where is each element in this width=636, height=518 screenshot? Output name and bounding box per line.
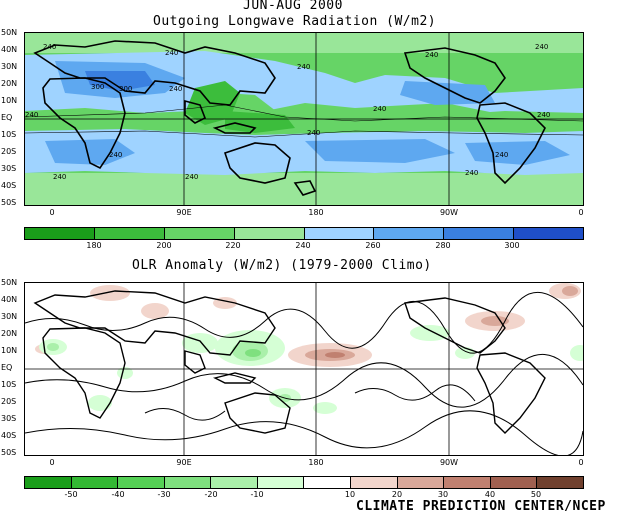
contour-label: 240 — [495, 151, 509, 159]
anomaly-colorbar-swatch — [256, 477, 304, 488]
lat-label: EQ — [1, 363, 13, 372]
olr-title: Outgoing Longwave Radiation (W/m2) — [153, 14, 437, 29]
anomaly-colorbar-tick: 30 — [437, 490, 449, 499]
anomaly-colorbar-tick: -20 — [204, 490, 218, 499]
lat-label: 50N — [1, 28, 18, 37]
contour-label: 240 — [109, 151, 123, 159]
lat-label: 30N — [1, 62, 18, 71]
lat-label: 40S — [1, 181, 17, 190]
anomaly-colorbar-swatch — [70, 477, 118, 488]
anomaly-map — [24, 282, 584, 456]
olr-colorbar-tick: 180 — [86, 241, 102, 250]
lat-label: 30N — [1, 312, 18, 321]
anomaly-colorbar-tick: -40 — [111, 490, 125, 499]
contour-label: 240 — [165, 49, 179, 57]
anomaly-title: OLR Anomaly (W/m2) (1979-2000 Climo) — [132, 258, 432, 273]
contour-label: 240 — [373, 105, 387, 113]
olr-colorbar-swatch — [25, 228, 94, 239]
lat-label: 20N — [1, 79, 18, 88]
lon-label: 0 — [49, 208, 55, 217]
contour-label: 300 — [91, 83, 105, 91]
contour-label: 240 — [53, 173, 67, 181]
anomaly-colorbar-swatch — [396, 477, 444, 488]
lat-label: 40N — [1, 45, 18, 54]
lon-label: 0 — [578, 458, 584, 467]
olr-colorbar-tick: 240 — [295, 241, 311, 250]
lat-label: 50N — [1, 278, 18, 287]
anomaly-colorbar-swatch — [117, 477, 164, 488]
olr-colorbar-swatch — [163, 228, 234, 239]
anomaly-colorbar-swatch — [163, 477, 211, 488]
olr-colorbar-swatch — [443, 228, 514, 239]
lat-label: 20N — [1, 329, 18, 338]
lon-label: 90W — [439, 208, 459, 217]
lon-label: 180 — [308, 208, 324, 217]
lat-label: 30S — [1, 164, 17, 173]
lat-label: EQ — [1, 113, 13, 122]
lat-label: 40N — [1, 295, 18, 304]
contour-label: 240 — [43, 43, 57, 51]
contour-label: 240 — [537, 111, 551, 119]
lon-label: 90W — [439, 458, 459, 467]
contour-label: 240 — [169, 85, 183, 93]
lon-label: 0 — [578, 208, 584, 217]
lon-label: 90E — [176, 458, 192, 467]
contour-label: 240 — [425, 51, 439, 59]
olr-colorbar-swatch — [373, 228, 444, 239]
lat-label: 40S — [1, 431, 17, 440]
anomaly-colorbar-tick: 50 — [530, 490, 542, 499]
anomaly-colorbar-swatch — [25, 477, 71, 488]
olr-colorbar-swatch — [303, 228, 374, 239]
olr-map-plot — [25, 33, 583, 205]
contour-label: 240 — [185, 173, 199, 181]
anomaly-colorbar-tick: -10 — [250, 490, 264, 499]
lat-label: 50S — [1, 448, 17, 457]
anomaly-colorbar-swatch — [443, 477, 490, 488]
lat-label: 50S — [1, 198, 17, 207]
olr-colorbar-tick: 300 — [504, 241, 520, 250]
lat-label: 30S — [1, 414, 17, 423]
credit-text: CLIMATE PREDICTION CENTER/NCEP — [356, 499, 606, 514]
lon-label: 90E — [176, 208, 192, 217]
anomaly-colorbar-tick: 40 — [484, 490, 496, 499]
contour-label: 240 — [535, 43, 549, 51]
lon-label: 0 — [49, 458, 55, 467]
olr-colorbar — [24, 227, 584, 240]
contour-label: 300 — [119, 85, 133, 93]
olr-map: 240 240 240 240 300 300 240 240 240 240 … — [24, 32, 584, 206]
lat-label: 10S — [1, 130, 17, 139]
contour-label: 240 — [465, 169, 479, 177]
olr-colorbar-tick: 220 — [225, 241, 241, 250]
lat-label: 20S — [1, 397, 17, 406]
anomaly-colorbar-tick: 20 — [391, 490, 403, 499]
olr-colorbar-swatch — [93, 228, 164, 239]
anomaly-colorbar-tick: -50 — [64, 490, 78, 499]
anomaly-colorbar-swatch — [489, 477, 537, 488]
olr-colorbar-tick: 260 — [365, 241, 381, 250]
period-title: JUN-AUG 2000 — [243, 0, 343, 13]
anomaly-colorbar — [24, 476, 584, 489]
olr-colorbar-swatch — [233, 228, 304, 239]
lat-label: 20S — [1, 147, 17, 156]
lat-label: 10N — [1, 346, 18, 355]
anomaly-colorbar-tick: 10 — [344, 490, 356, 499]
anomaly-map-plot — [25, 283, 583, 455]
anomaly-colorbar-swatch — [303, 477, 351, 488]
anomaly-colorbar-tick: -30 — [157, 490, 171, 499]
lat-label: 10N — [1, 96, 18, 105]
contour-label: 240 — [25, 111, 39, 119]
contour-label: 240 — [307, 129, 321, 137]
lat-label: 10S — [1, 380, 17, 389]
olr-colorbar-swatch — [513, 228, 583, 239]
anomaly-colorbar-swatch — [350, 477, 397, 488]
lon-label: 180 — [308, 458, 324, 467]
olr-colorbar-tick: 200 — [156, 241, 172, 250]
olr-colorbar-tick: 280 — [435, 241, 451, 250]
anomaly-colorbar-swatch — [536, 477, 583, 488]
anomaly-colorbar-swatch — [210, 477, 257, 488]
contour-label: 240 — [297, 63, 311, 71]
